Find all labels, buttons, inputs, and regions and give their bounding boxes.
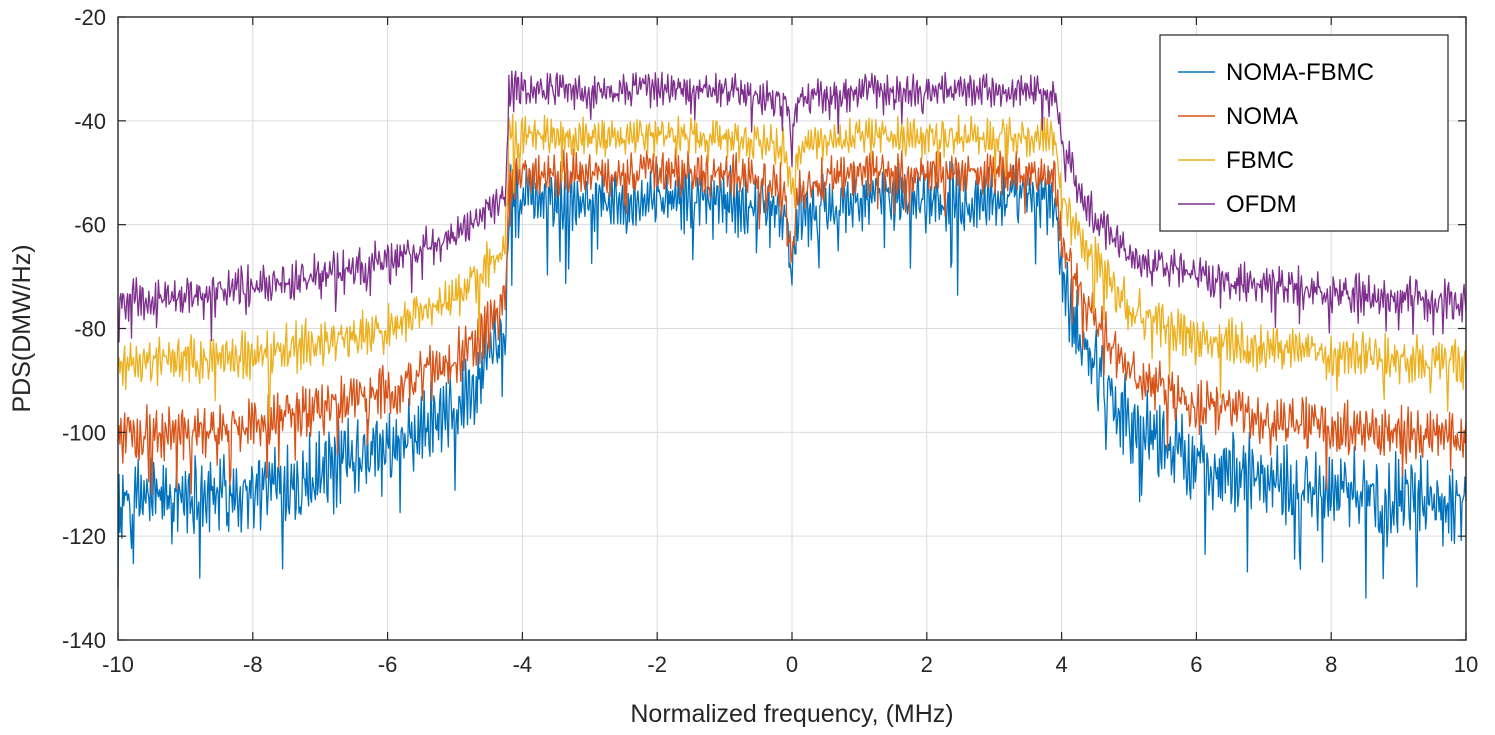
y-tick-label: -80 bbox=[74, 317, 106, 342]
y-tick-label: -140 bbox=[62, 628, 106, 653]
x-tick-label: -4 bbox=[513, 652, 533, 677]
legend-label: NOMA bbox=[1226, 103, 1298, 130]
y-tick-label: -20 bbox=[74, 5, 106, 30]
series-line-noma-fbmc bbox=[117, 158, 1467, 599]
x-tick-label: -6 bbox=[378, 652, 398, 677]
legend-box bbox=[1159, 34, 1449, 232]
y-tick-label: -100 bbox=[62, 420, 106, 445]
series-line-noma bbox=[117, 147, 1467, 496]
legend-label: NOMA-FBMC bbox=[1226, 59, 1374, 86]
x-tick-label: 8 bbox=[1325, 652, 1337, 677]
series-line-ofdm bbox=[117, 70, 1467, 343]
legend: NOMA-FBMC NOMA FBMC OFDM bbox=[1159, 34, 1449, 232]
x-tick-label: 0 bbox=[786, 652, 798, 677]
x-tick-label: 4 bbox=[1055, 652, 1067, 677]
x-tick-label: -8 bbox=[243, 652, 263, 677]
y-axis-label: PDS(DMW/Hz) bbox=[8, 244, 36, 412]
x-tick-label: -10 bbox=[102, 652, 134, 677]
x-tick-label: 10 bbox=[1454, 652, 1478, 677]
legend-label: FBMC bbox=[1226, 147, 1294, 174]
series-line-fbmc bbox=[117, 113, 1467, 422]
x-tick-label: 6 bbox=[1190, 652, 1202, 677]
series-group bbox=[117, 70, 1467, 599]
legend-label: OFDM bbox=[1226, 191, 1297, 218]
ticks: -10 -8 -6 -4 -2 0 2 4 6 8 10-140-120-100-80-60-40-… bbox=[62, 5, 1478, 677]
y-tick-label: -40 bbox=[74, 109, 106, 134]
y-tick-label: -120 bbox=[62, 524, 106, 549]
x-tick-label: 2 bbox=[921, 652, 933, 677]
y-tick-label: -60 bbox=[74, 213, 106, 238]
x-tick-label: -2 bbox=[647, 652, 667, 677]
x-axis-label: Normalized frequency, (MHz) bbox=[630, 700, 953, 728]
